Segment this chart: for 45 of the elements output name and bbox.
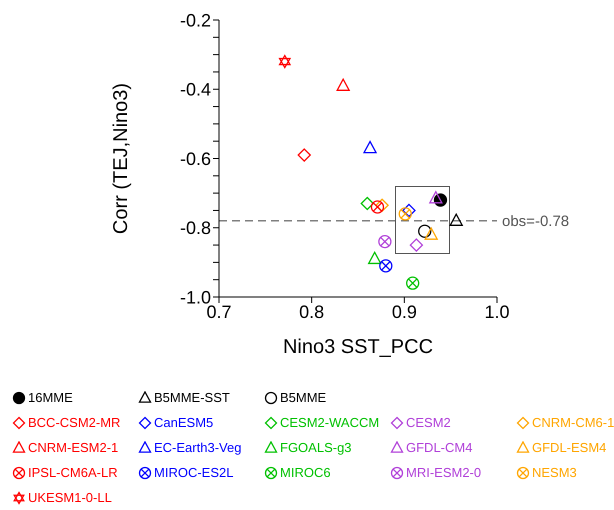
point <box>379 259 392 272</box>
legend-label: MIROC6 <box>280 465 331 480</box>
point <box>410 238 424 252</box>
point <box>336 78 350 91</box>
point <box>378 234 392 248</box>
y-axis-title: Corr (TEJ,Nino3) <box>110 82 132 234</box>
point <box>424 227 438 240</box>
y-tick-label: -0.2 <box>180 10 211 30</box>
legend-label: CNRM-ESM2-1 <box>28 440 118 455</box>
point <box>368 252 382 264</box>
point <box>370 200 384 214</box>
legend-label: MIROC-ES2L <box>154 465 234 480</box>
point <box>450 214 463 226</box>
point <box>363 140 377 154</box>
point <box>406 276 420 290</box>
point <box>298 148 311 162</box>
point <box>429 191 442 204</box>
x-tick-label: 0.8 <box>299 302 324 322</box>
legend-label: CESM2 <box>406 415 451 430</box>
point <box>278 54 291 68</box>
legend-label: CNRM-CM6-1 <box>532 415 614 430</box>
x-axis-title: Nino3 SST_PCC <box>282 336 434 358</box>
legend-label: GFDL-CM4 <box>406 440 472 455</box>
point <box>398 207 412 221</box>
point <box>360 196 374 210</box>
y-tick-label: -0.6 <box>180 148 211 169</box>
legend-label: 16MME <box>28 390 73 405</box>
legend-label: BCC-CSM2-MR <box>28 415 120 430</box>
legend-label: EC-Earth3-Veg <box>154 440 242 455</box>
legend-label: FGOALS-g3 <box>280 440 352 455</box>
point <box>418 224 432 238</box>
legend-label: CanESM5 <box>154 415 214 430</box>
x-tick-label: 0.9 <box>392 302 417 322</box>
legend-label: GFDL-ESM4 <box>532 440 606 455</box>
y-tick-label: -0.8 <box>180 218 211 238</box>
legend-label: MRI-ESM2-0 <box>406 465 482 480</box>
ref-line-label: obs=-0.78 <box>502 213 570 230</box>
legend-label: NESM3 <box>532 465 577 480</box>
legend-label: B5MME-SST <box>154 390 230 405</box>
legend-label: IPSL-CM6A-LR <box>28 465 118 480</box>
legend-label: B5MME <box>280 390 326 405</box>
y-tick-label: -0.4 <box>180 80 211 100</box>
x-tick-label: 1.0 <box>484 302 510 322</box>
legend-label: UKESM1-0-LL <box>28 490 112 505</box>
legend-label: CESM2-WACCM <box>280 415 380 430</box>
